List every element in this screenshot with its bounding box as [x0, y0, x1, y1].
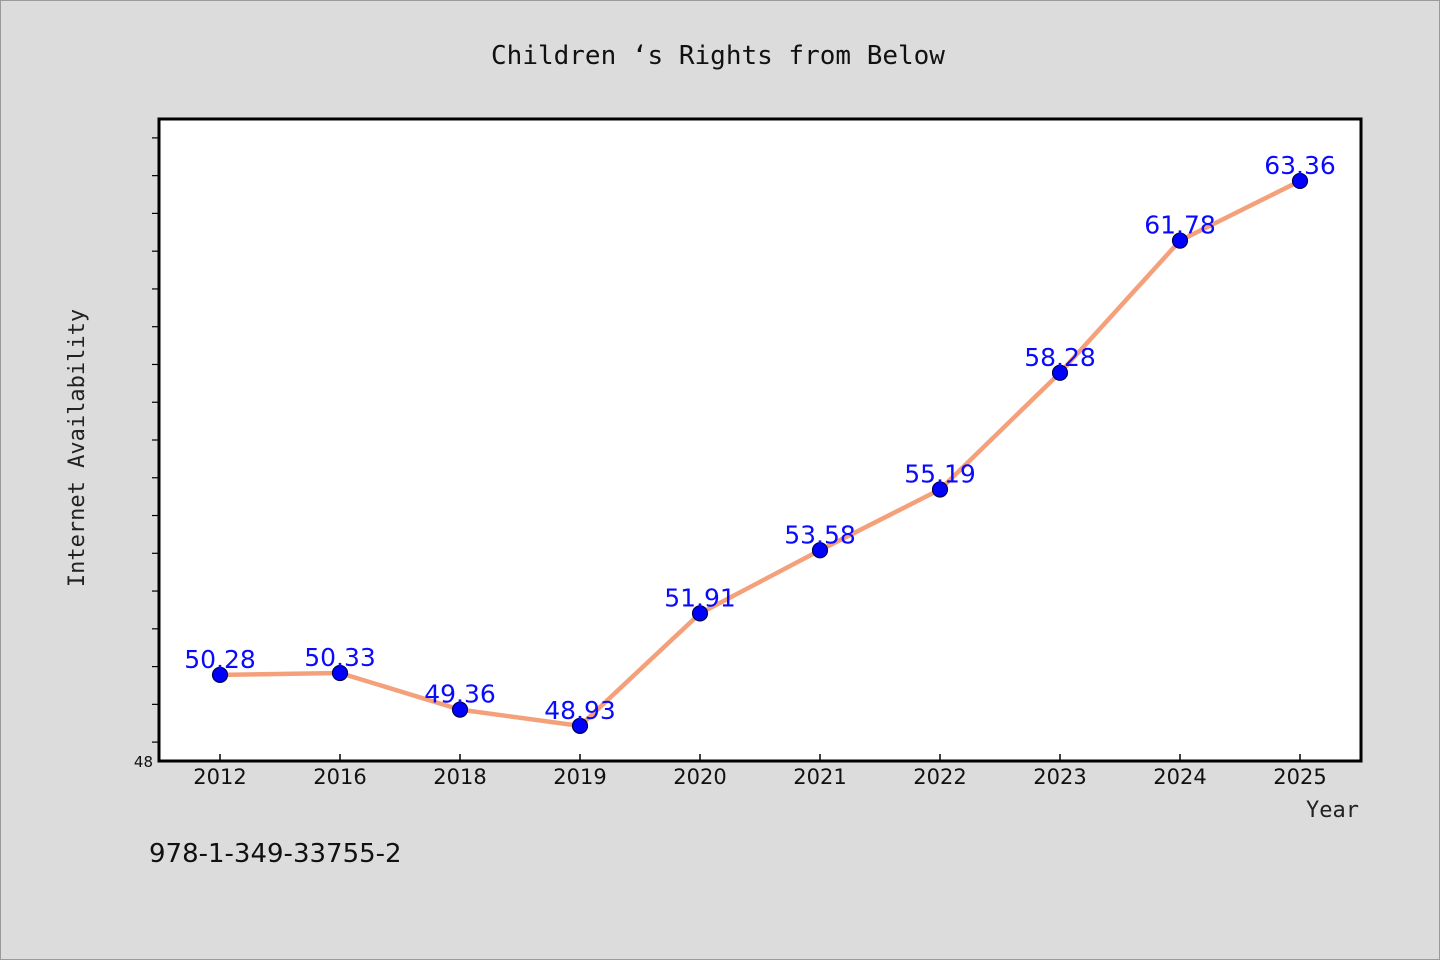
data-label: 61.78 [1144, 211, 1216, 240]
data-point [451, 701, 469, 718]
x-axis-ticks: 2012 2016 2018 2019 2020 2021 2022 2023 2024 2025 [193, 754, 1327, 789]
series-line [217, 178, 1303, 729]
x-tick-label: 2022 [913, 765, 966, 789]
data-point [811, 542, 829, 559]
data-label: 50.28 [184, 645, 256, 674]
data-label: 48.93 [544, 696, 616, 725]
data-point [1291, 172, 1309, 190]
data-point [691, 605, 709, 622]
data-point [211, 666, 229, 683]
data-point [571, 717, 589, 734]
data-label: 50.33 [304, 643, 376, 672]
x-tick-label: 2021 [793, 765, 846, 789]
isbn-text: 978-1-349-33755-2 [149, 839, 402, 869]
y-axis-ticks: 48 [134, 137, 159, 771]
x-tick-label: 2020 [673, 765, 726, 789]
data-label: 53.58 [784, 520, 856, 549]
x-tick-label: 2018 [433, 765, 486, 789]
plot-area [157, 117, 1363, 763]
x-axis-label: Year [1306, 798, 1359, 823]
x-tick-label: 2024 [1153, 765, 1206, 789]
x-tick-label: 2012 [193, 765, 246, 789]
y-axis-label: Internet Availability [65, 309, 90, 587]
data-point [331, 664, 349, 682]
x-tick-label: 2016 [313, 765, 366, 789]
data-label: 55.19 [904, 459, 976, 488]
data-label: 58.28 [1024, 343, 1096, 372]
x-tick-label: 2023 [1033, 765, 1086, 789]
x-tick-label: 2025 [1273, 765, 1326, 789]
data-labels: 50.28 50.33 49.36 48.93 51.91 53.58 55.19 58.28… [184, 151, 1336, 725]
data-label: 49.36 [424, 680, 496, 709]
data-point [1171, 232, 1189, 249]
data-label: 63.36 [1264, 151, 1336, 180]
data-point [931, 481, 949, 498]
x-tick-label: 2019 [553, 765, 606, 789]
chart-title: Children ‘s Rights from Below [491, 41, 945, 71]
y-tick-label: 48 [134, 753, 153, 771]
data-point [1051, 364, 1069, 381]
series-layer [211, 172, 1309, 734]
data-label: 51.91 [664, 583, 736, 612]
